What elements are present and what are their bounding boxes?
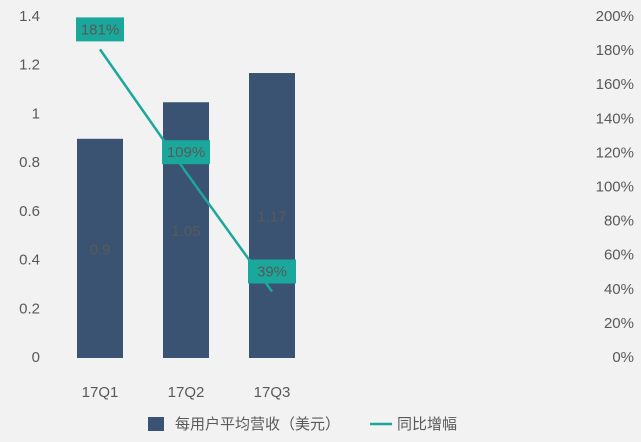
y-tick-label: 0.6 <box>19 203 40 220</box>
value-label-box <box>76 17 124 42</box>
x-tick-label: 17Q1 <box>82 384 119 401</box>
line <box>98 48 274 293</box>
legend-label: 同比增幅 <box>397 416 457 433</box>
y-tick-label: 0.2 <box>19 300 40 317</box>
y2-tick-label: 60% <box>604 247 634 264</box>
bar <box>249 73 295 359</box>
bar-value-label: 0.9 <box>90 241 111 258</box>
y2-tick-label: 20% <box>604 315 634 332</box>
line-value-label: 181% <box>81 21 119 38</box>
y-tick-label: 1.2 <box>19 57 40 74</box>
y2-tick-label: 120% <box>596 144 634 161</box>
x-tick-label: 17Q3 <box>254 384 291 401</box>
bar-value-label: 1.17 <box>257 208 286 225</box>
value-label-box <box>248 259 296 284</box>
y2-tick-label: 80% <box>604 213 634 230</box>
y2-tick-label: 160% <box>596 76 634 93</box>
x-tick-label: 17Q2 <box>168 384 205 401</box>
bar-value-label: 1.05 <box>171 223 200 240</box>
legend-swatch <box>148 417 164 431</box>
y2-tick-label: 180% <box>596 42 634 59</box>
y2-tick-label: 100% <box>596 178 634 195</box>
value-label-box <box>162 140 210 165</box>
y2-tick-label: 0% <box>612 349 634 366</box>
y-tick-label: 1 <box>32 105 40 122</box>
y2-tick-label: 140% <box>596 110 634 127</box>
y2-tick-label: 200% <box>596 8 634 25</box>
y-tick-label: 0 <box>32 349 40 366</box>
y-tick-label: 0.8 <box>19 154 40 171</box>
legend-label: 每用户平均营收（美元） <box>175 416 340 433</box>
line-value-label: 109% <box>167 144 205 161</box>
y2-tick-label: 40% <box>604 281 634 298</box>
y-tick-label: 1.4 <box>19 8 40 25</box>
line-value-label: 39% <box>257 263 287 280</box>
bar <box>77 138 123 358</box>
y-tick-label: 0.4 <box>19 252 40 269</box>
